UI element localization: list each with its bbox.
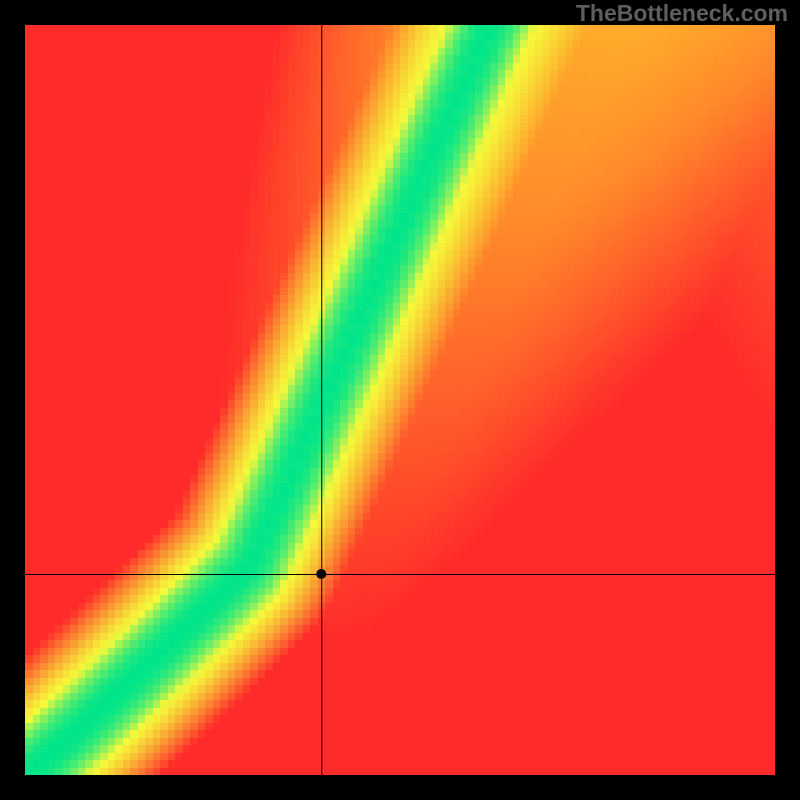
bottleneck-heatmap xyxy=(25,25,775,775)
chart-container: TheBottleneck.com xyxy=(0,0,800,800)
watermark-text: TheBottleneck.com xyxy=(576,0,788,27)
